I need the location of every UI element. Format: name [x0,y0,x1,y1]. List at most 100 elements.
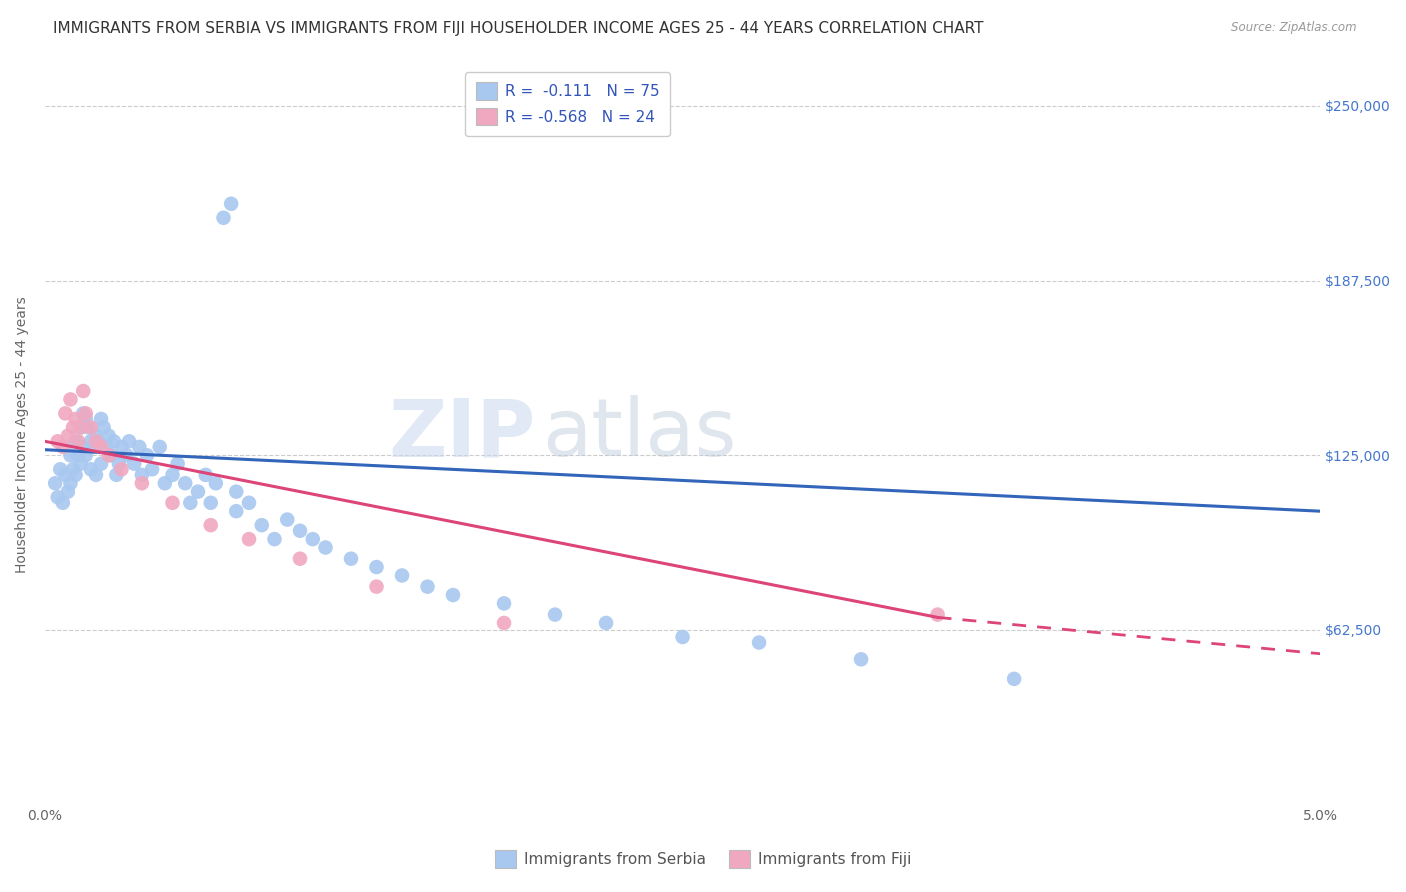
Point [90,440,112,454]
Point [110,440,132,454]
Point [212,211,235,225]
Point [69,420,91,434]
Point [205,476,228,491]
Point [276,512,298,526]
Point [263,532,285,546]
Point [72,384,94,398]
Point [225,504,247,518]
Point [595,615,617,630]
Point [80,434,103,449]
Text: ZIP: ZIP [388,395,536,474]
Point [315,541,337,555]
Text: Source: ZipAtlas.com: Source: ZipAtlas.com [1232,21,1357,34]
Point [366,560,388,574]
Point [77,420,100,434]
Point [492,615,515,630]
Point [65,434,87,449]
Point [90,412,112,426]
Point [90,457,112,471]
Point [288,551,311,566]
Point [97,448,120,462]
Point [671,630,693,644]
Point [115,448,138,462]
Point [927,607,949,622]
Point [166,457,188,471]
Point [416,580,439,594]
Point [46,490,69,504]
Point [162,496,184,510]
Point [238,496,260,510]
Point [200,496,222,510]
Point [65,467,87,482]
Point [301,532,323,546]
Point [200,518,222,533]
Point [238,532,260,546]
Point [131,467,153,482]
Text: IMMIGRANTS FROM SERBIA VS IMMIGRANTS FROM FIJI HOUSEHOLDER INCOME AGES 25 - 44 Y: IMMIGRANTS FROM SERBIA VS IMMIGRANTS FRO… [53,21,984,36]
Point [544,607,567,622]
Point [849,652,872,666]
Point [118,434,141,449]
Point [103,434,125,449]
Point [84,467,107,482]
Point [128,440,150,454]
Point [82,440,104,454]
Point [46,434,69,449]
Point [174,476,197,491]
Point [52,496,75,510]
Point [1002,672,1025,686]
Point [179,496,201,510]
Point [100,448,122,462]
Legend: R =  -0.111   N = 75, R = -0.568   N = 24: R = -0.111 N = 75, R = -0.568 N = 24 [465,71,671,136]
Point [131,476,153,491]
Point [141,462,163,476]
Point [80,462,103,476]
Point [75,448,97,462]
Point [250,518,273,533]
Point [62,420,84,434]
Point [108,457,131,471]
Point [153,476,176,491]
Point [56,484,79,499]
Point [149,440,172,454]
Point [87,434,110,449]
Point [194,467,217,482]
Point [69,457,91,471]
Point [62,462,84,476]
Text: atlas: atlas [543,395,737,474]
Point [44,476,66,491]
Legend: Immigrants from Serbia, Immigrants from Fiji: Immigrants from Serbia, Immigrants from … [489,844,917,873]
Point [187,484,209,499]
Point [84,428,107,442]
Point [288,524,311,538]
Y-axis label: Householder Income Ages 25 - 44 years: Householder Income Ages 25 - 44 years [15,296,30,573]
Point [72,406,94,420]
Point [52,440,75,454]
Point [136,448,159,462]
Point [59,392,82,407]
Point [59,476,82,491]
Point [492,596,515,610]
Point [56,428,79,442]
Point [97,428,120,442]
Point [105,467,128,482]
Point [122,457,145,471]
Point [49,462,72,476]
Point [219,196,242,211]
Point [110,462,132,476]
Point [96,440,118,454]
Point [162,467,184,482]
Point [72,440,94,454]
Point [67,448,90,462]
Point [366,580,388,594]
Point [75,412,97,426]
Point [340,551,363,566]
Point [441,588,464,602]
Point [80,420,103,434]
Point [93,420,115,434]
Point [53,467,76,482]
Point [65,412,87,426]
Point [75,406,97,420]
Point [225,484,247,499]
Point [67,434,90,449]
